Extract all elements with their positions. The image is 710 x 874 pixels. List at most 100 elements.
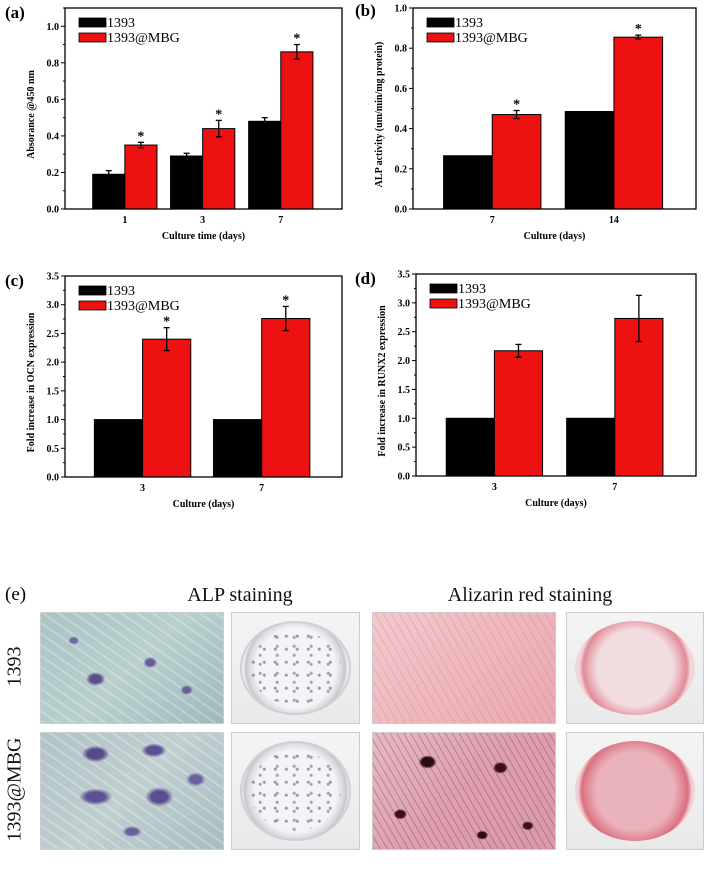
- y-tick-label: 1.0: [395, 4, 408, 15]
- y-tick-label: 1.0: [47, 22, 60, 33]
- legend-label: 1393: [107, 16, 135, 31]
- y-tick-label: 0.0: [47, 473, 60, 484]
- y-tick-label: 2.0: [47, 358, 60, 369]
- bar-1393@MBG-7: [280, 51, 314, 210]
- significance-marker: *: [513, 98, 520, 113]
- panel-label: (a): [5, 3, 25, 22]
- y-tick-label: 0.0: [47, 205, 60, 216]
- legend-label: 1393: [107, 284, 135, 299]
- y-axis-title: Absorance @450 nm: [26, 69, 37, 158]
- x-tick-label: 14: [609, 215, 619, 226]
- bar-1393-7: [248, 120, 282, 210]
- bar-1393-7: [212, 419, 263, 478]
- bar-1393-3: [170, 155, 204, 210]
- y-tick-label: 3.0: [398, 298, 411, 309]
- y-axis-title: ALP activity (um/min/mg protein): [374, 42, 385, 188]
- plot-frame: [64, 7, 343, 210]
- y-tick-label: 2.5: [398, 327, 411, 338]
- y-tick-label: 1.0: [398, 414, 411, 425]
- bar-1393@MBG-3: [493, 350, 544, 477]
- legend-label: 1393: [458, 282, 486, 297]
- legend-swatch: [78, 32, 107, 43]
- x-tick-label: 7: [278, 215, 283, 226]
- bar-1393@MBG-1: [124, 144, 158, 210]
- chart-b: (b) * 7 * 14 0.0 0.2 0.4 0.6 0.8 1.0 Culture (days)…: [355, 1, 697, 242]
- alp-dish-1393-mbg: [231, 732, 360, 850]
- alizarin-dish-1393: [566, 612, 704, 724]
- y-tick-label: 1.5: [398, 385, 411, 396]
- panel-label: (c): [5, 271, 24, 290]
- legend-swatch: [429, 298, 458, 309]
- y-tick-label: 0.8: [47, 58, 60, 69]
- bar-1393-3: [93, 419, 144, 478]
- bar-1393-7: [566, 417, 616, 477]
- legend-swatch: [426, 17, 455, 28]
- bar-1393@MBG-3: [202, 128, 236, 210]
- row-label-1393: 1393: [3, 646, 26, 687]
- y-tick-label: 0.5: [398, 443, 411, 454]
- panel-label: (d): [355, 269, 376, 288]
- significance-marker: *: [215, 107, 222, 122]
- legend-swatch: [429, 283, 458, 294]
- bar-charts: (a) * 1 * 3 * 7 0.0 0.2 0.4 0.6 0.8 1.0 Culture time …: [5, 1, 697, 510]
- y-tick-label: 0.4: [47, 131, 60, 142]
- header-alizarin-red-staining: Alizarin red staining: [447, 584, 613, 606]
- significance-marker: *: [282, 293, 289, 308]
- alizarin-micrograph-1393: [372, 612, 556, 724]
- x-axis-title: Culture time (days): [162, 231, 245, 242]
- significance-marker: *: [635, 22, 642, 37]
- y-tick-label: 0.4: [395, 124, 408, 135]
- y-tick-label: 0.6: [395, 84, 408, 95]
- y-tick-label: 1.0: [47, 415, 60, 426]
- legend-label: 1393@MBG: [458, 297, 531, 312]
- bar-1393-14: [564, 111, 615, 210]
- chart-c: (c) * 3 * 7 0.0 0.5 1.0 1.5 2.0 2.5 3.0 3.5 Culture (…: [5, 271, 343, 510]
- y-tick-label: 1.5: [47, 386, 60, 397]
- legend-label: 1393@MBG: [107, 31, 180, 46]
- bar-1393@MBG-14: [613, 36, 664, 210]
- legend-label: 1393: [455, 16, 483, 31]
- y-tick-label: 0.2: [47, 168, 60, 179]
- bar-1393-7: [443, 155, 493, 210]
- panel-e-label: (e): [5, 584, 27, 605]
- bar-1393@MBG-7: [614, 317, 664, 477]
- y-tick-label: 2.5: [47, 329, 60, 340]
- significance-marker: *: [163, 315, 170, 330]
- y-tick-label: 3.5: [398, 270, 411, 281]
- x-tick-label: 7: [612, 482, 617, 493]
- legend-label: 1393@MBG: [107, 299, 180, 314]
- chart-a: (a) * 1 * 3 * 7 0.0 0.2 0.4 0.6 0.8 1.0 Culture time …: [5, 3, 343, 242]
- x-tick-label: 7: [490, 215, 495, 226]
- significance-marker: *: [137, 129, 144, 144]
- alp-dish-1393: [231, 612, 360, 724]
- alp-micrograph-1393-mbg: [40, 732, 224, 850]
- legend-swatch: [78, 17, 107, 28]
- alp-micrograph-1393: [40, 612, 224, 724]
- x-axis-title: Culture (days): [524, 231, 586, 242]
- legend-swatch: [78, 300, 107, 311]
- x-tick-label: 3: [492, 482, 497, 493]
- y-tick-label: 0.6: [47, 95, 60, 106]
- x-tick-label: 1: [122, 215, 127, 226]
- y-tick-label: 0.0: [395, 205, 408, 216]
- bar-1393@MBG-7: [491, 114, 542, 210]
- y-tick-label: 3.0: [47, 300, 60, 311]
- bar-1393@MBG-7: [261, 317, 311, 478]
- panel-label: (b): [355, 1, 376, 20]
- alizarin-micrograph-1393-mbg: [372, 732, 556, 850]
- y-tick-label: 0.2: [395, 164, 408, 175]
- x-tick-label: 7: [259, 483, 264, 494]
- alizarin-dish-1393-mbg: [566, 732, 704, 850]
- row-label-1393-mbg: 1393@MBG: [3, 737, 26, 842]
- chart-d: (d) 3 7 0.0 0.5 1.0 1.5 2.0 2.5 3.0 3.5 Culture (da…: [355, 269, 697, 509]
- y-tick-label: 0.8: [395, 44, 408, 55]
- header-alp-staining: ALP staining: [187, 584, 293, 606]
- y-axis-title: Fold increase in RUNX2 expression: [377, 305, 388, 457]
- y-tick-label: 2.0: [398, 356, 411, 367]
- bar-1393-1: [92, 173, 126, 210]
- significance-marker: *: [293, 32, 300, 47]
- x-axis-title: Culture (days): [525, 498, 587, 509]
- legend-swatch: [426, 32, 455, 43]
- legend-label: 1393@MBG: [455, 31, 528, 46]
- x-tick-label: 3: [140, 483, 145, 494]
